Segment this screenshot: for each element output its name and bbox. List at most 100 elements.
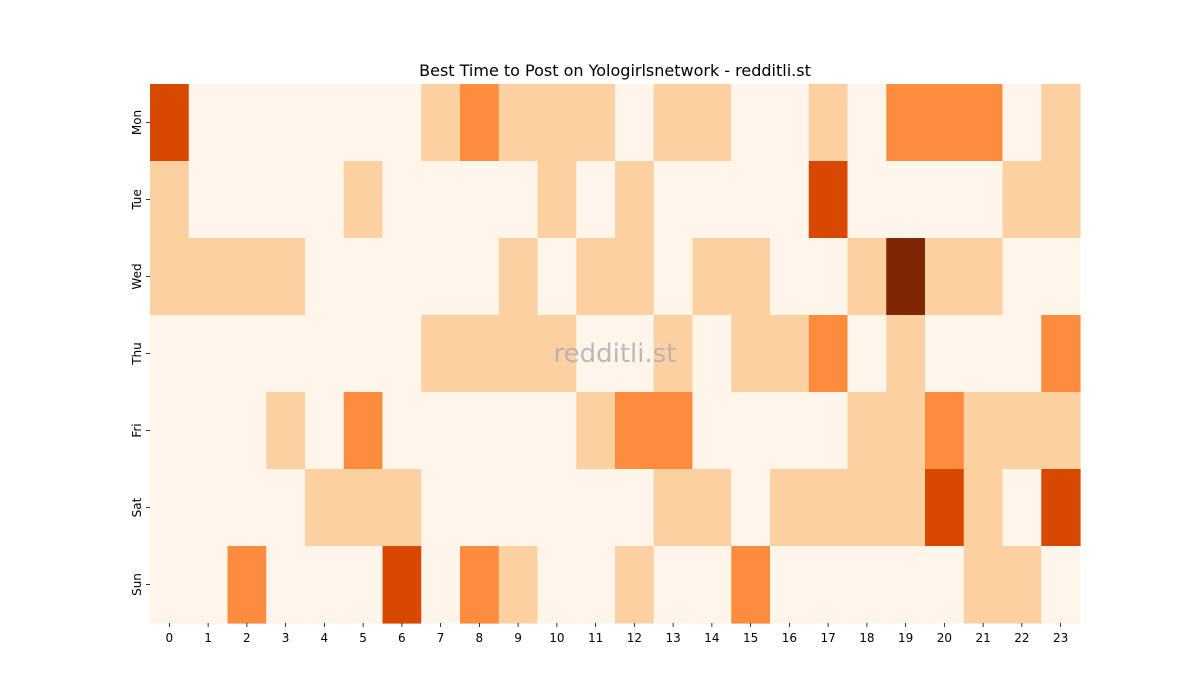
heatmap-cell-tue-19: [886, 161, 926, 239]
x-tick-label: 5: [359, 631, 367, 645]
heatmap-cell-mon-11: [576, 84, 616, 162]
heatmap-cell-sat-4: [305, 469, 345, 547]
heatmap-cell-wed-1: [188, 238, 229, 316]
x-tick-label: 21: [975, 631, 990, 645]
heatmap-cell-thu-23: [1041, 315, 1081, 393]
heatmap-cell-mon-1: [188, 84, 229, 162]
heatmap-cells: [150, 84, 1081, 624]
heatmap-cell-sun-19: [886, 546, 926, 624]
x-tick-label: 3: [282, 631, 290, 645]
heatmap-cell-sat-0: [150, 469, 190, 547]
heatmap-cell-wed-5: [343, 238, 384, 316]
heatmap-cell-mon-5: [343, 84, 384, 162]
heatmap-cell-sat-12: [615, 469, 655, 547]
heatmap-cell-wed-12: [615, 238, 655, 316]
heatmap-cell-thu-21: [963, 315, 1004, 393]
heatmap-cell-sun-18: [847, 546, 887, 624]
x-tick-label: 18: [859, 631, 874, 645]
heatmap-cell-sun-21: [963, 546, 1004, 624]
heatmap-cell-sat-17: [808, 469, 849, 547]
y-tick-label: Tue: [130, 189, 144, 211]
heatmap-cell-fri-9: [498, 392, 539, 470]
heatmap-cell-thu-4: [305, 315, 345, 393]
heatmap-cell-tue-12: [615, 161, 655, 239]
heatmap-cell-sat-23: [1041, 469, 1081, 547]
heatmap-cell-sun-14: [692, 546, 732, 624]
heatmap-cell-fri-18: [847, 392, 887, 470]
heatmap-cell-mon-22: [1002, 84, 1042, 162]
heatmap-cell-thu-11: [576, 315, 616, 393]
x-tick-label: 6: [398, 631, 406, 645]
heatmap-cell-fri-17: [808, 392, 849, 470]
heatmap-cell-sat-16: [770, 469, 810, 547]
heatmap-cell-wed-10: [537, 238, 577, 316]
heatmap-cell-tue-10: [537, 161, 577, 239]
heatmap-cell-thu-8: [460, 315, 500, 393]
heatmap-cell-wed-7: [421, 238, 461, 316]
heatmap-cell-wed-23: [1041, 238, 1081, 316]
heatmap-cell-fri-1: [188, 392, 229, 470]
heatmap-cell-thu-17: [808, 315, 849, 393]
heatmap-cell-mon-17: [808, 84, 849, 162]
heatmap-cell-sun-11: [576, 546, 616, 624]
heatmap-cell-mon-15: [731, 84, 771, 162]
heatmap-cell-sun-23: [1041, 546, 1081, 624]
heatmap-cell-thu-13: [653, 315, 694, 393]
heatmap-cell-wed-16: [770, 238, 810, 316]
x-tick-label: 17: [820, 631, 835, 645]
heatmap-cell-thu-7: [421, 315, 461, 393]
heatmap-cell-mon-0: [150, 84, 190, 162]
heatmap-cell-sat-9: [498, 469, 539, 547]
y-tick-label: Sat: [130, 497, 144, 517]
heatmap-cell-mon-18: [847, 84, 887, 162]
heatmap-cell-sat-3: [266, 469, 306, 547]
heatmap-cell-fri-23: [1041, 392, 1081, 470]
heatmap-cell-mon-14: [692, 84, 732, 162]
heatmap-cell-wed-14: [692, 238, 732, 316]
heatmap-cell-sat-19: [886, 469, 926, 547]
heatmap-cell-sat-8: [460, 469, 500, 547]
heatmap-cell-fri-22: [1002, 392, 1042, 470]
heatmap-cell-mon-3: [266, 84, 306, 162]
heatmap-cell-sun-4: [305, 546, 345, 624]
heatmap-cell-sat-15: [731, 469, 771, 547]
heatmap-cell-sun-22: [1002, 546, 1042, 624]
chart-title: Best Time to Post on Yologirlsnetwork - …: [419, 61, 811, 80]
heatmap-cell-thu-1: [188, 315, 229, 393]
heatmap-cell-thu-2: [227, 315, 267, 393]
x-tick-label: 8: [476, 631, 484, 645]
heatmap-cell-mon-4: [305, 84, 345, 162]
heatmap-cell-thu-9: [498, 315, 539, 393]
heatmap-cell-thu-3: [266, 315, 306, 393]
heatmap-cell-sun-17: [808, 546, 849, 624]
heatmap-cell-tue-13: [653, 161, 694, 239]
heatmap-cell-thu-15: [731, 315, 771, 393]
heatmap-cell-wed-11: [576, 238, 616, 316]
y-tick-label: Fri: [130, 423, 144, 437]
heatmap-cell-tue-0: [150, 161, 190, 239]
heatmap-cell-mon-21: [963, 84, 1004, 162]
x-tick-label: 19: [898, 631, 913, 645]
heatmap-cell-tue-16: [770, 161, 810, 239]
heatmap-cell-sun-16: [770, 546, 810, 624]
heatmap-cell-wed-8: [460, 238, 500, 316]
heatmap-cell-fri-3: [266, 392, 306, 470]
heatmap-cell-mon-19: [886, 84, 926, 162]
heatmap-cell-sat-22: [1002, 469, 1042, 547]
heatmap-cell-sun-9: [498, 546, 539, 624]
heatmap-cell-fri-21: [963, 392, 1004, 470]
heatmap-cell-sat-21: [963, 469, 1004, 547]
heatmap-cell-fri-0: [150, 392, 190, 470]
heatmap-cell-mon-12: [615, 84, 655, 162]
heatmap-cell-sun-20: [925, 546, 965, 624]
heatmap-cell-thu-5: [343, 315, 384, 393]
y-axis: Mon Tue Wed Thu Fri Sat Sun: [130, 110, 150, 596]
heatmap-cell-tue-21: [963, 161, 1004, 239]
heatmap-cell-sun-7: [421, 546, 461, 624]
heatmap-cell-fri-15: [731, 392, 771, 470]
heatmap-cell-wed-17: [808, 238, 849, 316]
heatmap-cell-thu-19: [886, 315, 926, 393]
heatmap-cell-tue-18: [847, 161, 887, 239]
heatmap-cell-wed-19: [886, 238, 926, 316]
